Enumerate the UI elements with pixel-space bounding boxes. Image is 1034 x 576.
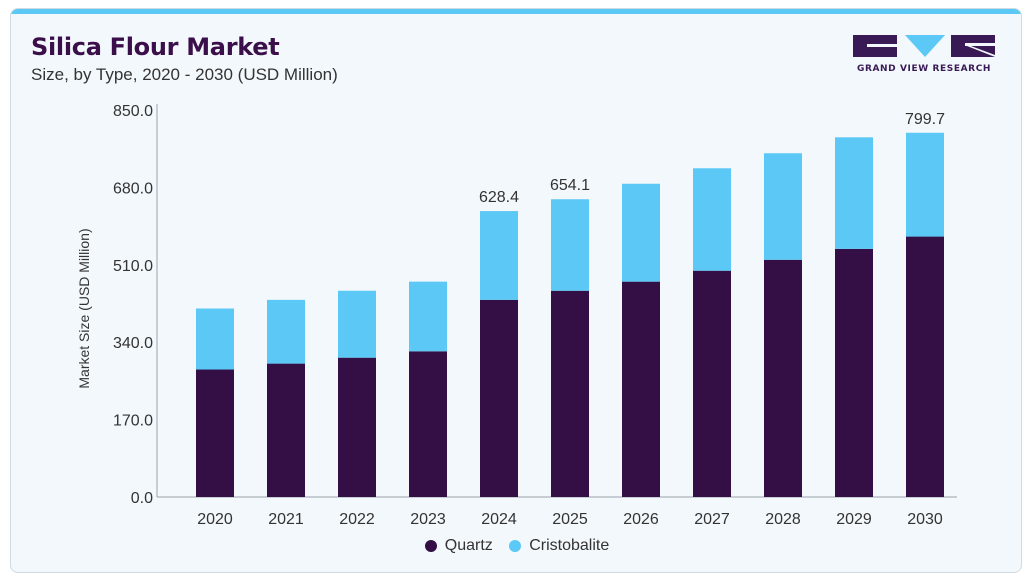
x-tick-label: 2029 [836,511,872,528]
bar-cristobalite-2023 [409,281,447,352]
bar-quartz-2026 [622,281,660,497]
quartz-swatch-icon [424,540,437,552]
bar-cristobalite-2020 [196,308,234,370]
legend-item-quartz: Quartz [424,537,493,555]
bar-cristobalite-2030 [906,132,944,237]
total-data-label: 654.1 [550,177,590,194]
bar-cristobalite-2022 [338,290,376,358]
cristobalite-swatch-icon [509,540,522,552]
y-tick-label: 340.0 [113,335,153,352]
x-tick-label: 2024 [481,511,517,528]
bar-cristobalite-2028 [764,153,802,260]
bar-cristobalite-2025 [551,199,589,291]
y-tick-label: 680.0 [113,180,153,197]
y-axis-label: Market Size (USD Million) [76,228,92,388]
chart-subtitle: Size, by Type, 2020 - 2030 (USD Million) [31,65,338,84]
bar-cristobalite-2024 [480,211,518,300]
x-tick-label: 2028 [765,511,801,528]
y-tick-label: 0.0 [131,490,153,507]
y-tick-label: 510.0 [113,258,153,275]
bar-quartz-2030 [906,236,944,497]
y-tick-label: 850.0 [113,103,153,120]
grand-view-research-logo: GRAND VIEW RESEARCH [853,31,995,81]
bar-cristobalite-2029 [835,137,873,249]
legend-item-cristobalite: Cristobalite [509,537,609,555]
bar-quartz-2022 [338,357,376,497]
bar-quartz-2024 [480,299,518,497]
x-tick-label: 2020 [197,511,233,528]
bar-quartz-2023 [409,351,447,497]
bar-cristobalite-2021 [267,299,305,364]
bar-quartz-2020 [196,369,234,497]
x-tick-label: 2022 [339,511,375,528]
total-data-label: 799.7 [905,111,945,128]
bar-quartz-2025 [551,290,589,497]
bar-quartz-2027 [693,270,731,497]
x-tick-label: 2023 [410,511,446,528]
total-data-label: 628.4 [479,189,519,206]
legend-label-cristobalite: Cristobalite [529,537,610,554]
bar-quartz-2028 [764,259,802,497]
y-tick-label: 170.0 [113,413,153,430]
x-tick-label: 2026 [623,511,659,528]
logo-mark-icon [853,35,995,57]
x-tick-label: 2025 [552,511,588,528]
bar-cristobalite-2027 [693,168,731,271]
x-tick-label: 2021 [268,511,304,528]
bar-cristobalite-2026 [622,183,660,282]
bar-quartz-2029 [835,248,873,497]
chart-title: Silica Flour Market [31,33,280,61]
chart-legend: Quartz Cristobalite [11,537,1021,557]
x-tick-label: 2027 [694,511,730,528]
logo-text: GRAND VIEW RESEARCH [856,64,992,74]
bar-chart: 0.0 170.0 340.0 510.0 680.0 850.0 Market Size … [76,103,957,528]
x-tick-label: 2030 [907,511,943,528]
legend-label-quartz: Quartz [444,537,493,554]
bar-quartz-2021 [267,363,305,497]
chart-card: Silica Flour Market Size, by Type, 2020 … [10,8,1022,573]
accent-bar [11,9,1021,14]
